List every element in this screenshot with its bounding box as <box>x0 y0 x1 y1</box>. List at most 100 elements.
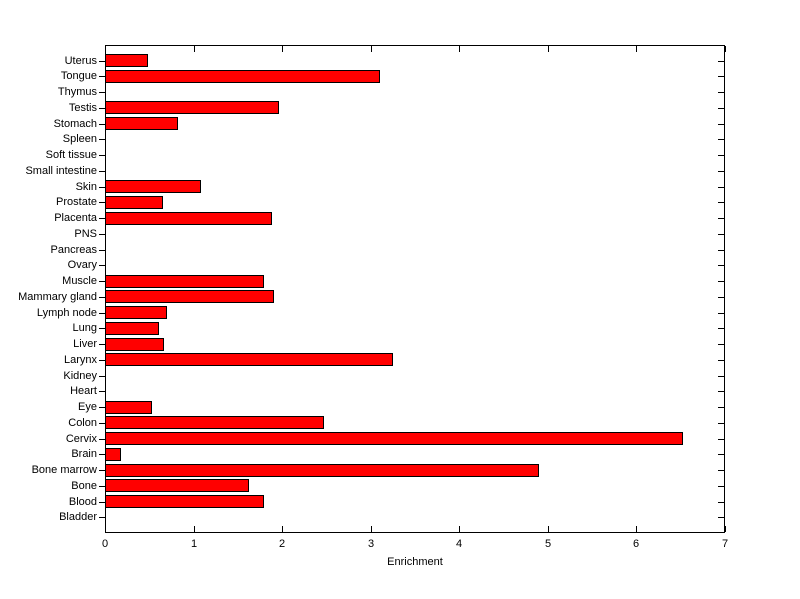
y-axis-tick <box>99 517 105 518</box>
y-axis-tick-right <box>718 234 724 235</box>
y-axis-tick-right <box>718 155 724 156</box>
bar <box>105 416 324 429</box>
x-axis-tick-bottom <box>282 526 283 532</box>
category-label: Liver <box>73 338 97 350</box>
x-axis-tick-bottom <box>105 526 106 532</box>
category-label: Colon <box>68 417 97 429</box>
y-axis-tick <box>99 61 105 62</box>
category-label: Skin <box>75 181 97 193</box>
x-axis-tick-label: 7 <box>721 538 729 550</box>
bar <box>105 54 148 67</box>
category-label: Pancreas <box>50 244 97 256</box>
category-label: Soft tissue <box>45 149 97 161</box>
y-axis-tick-right <box>718 407 724 408</box>
y-axis-tick-right <box>718 502 724 503</box>
y-axis-tick <box>99 454 105 455</box>
bar <box>105 117 178 130</box>
category-label: Uterus <box>64 55 97 67</box>
y-axis-tick-right <box>718 187 724 188</box>
category-label: Testis <box>68 102 97 114</box>
category-label: Bone <box>71 480 97 492</box>
category-label: Larynx <box>63 354 97 366</box>
category-label: Stomach <box>53 118 97 130</box>
y-axis-tick <box>99 202 105 203</box>
bar <box>105 464 539 477</box>
bar <box>105 180 201 193</box>
category-label: Mammary gland <box>18 291 97 303</box>
category-label: Lung <box>72 322 97 334</box>
y-axis-tick-right <box>718 218 724 219</box>
y-axis-tick <box>99 155 105 156</box>
x-axis-tick-top <box>636 46 637 52</box>
y-axis-tick-right <box>718 250 724 251</box>
x-axis-tick-bottom <box>548 526 549 532</box>
bar <box>105 70 380 83</box>
category-label: Cervix <box>65 433 97 445</box>
y-axis-tick <box>99 218 105 219</box>
y-axis-tick <box>99 108 105 109</box>
x-axis-tick-bottom <box>194 526 195 532</box>
x-axis-tick-label: 6 <box>632 538 640 550</box>
x-axis-tick-top <box>459 46 460 52</box>
x-axis-tick-top <box>371 46 372 52</box>
y-axis-tick <box>99 328 105 329</box>
y-axis-tick-right <box>718 517 724 518</box>
y-axis-tick <box>99 281 105 282</box>
bar <box>105 275 264 288</box>
category-label: Eye <box>78 401 97 413</box>
x-axis-tick-bottom <box>371 526 372 532</box>
category-label: PNS <box>74 228 97 240</box>
y-axis-tick <box>99 234 105 235</box>
y-axis-tick <box>99 265 105 266</box>
y-axis-tick-right <box>718 265 724 266</box>
category-label: Lymph node <box>36 307 97 319</box>
y-axis-tick-right <box>718 328 724 329</box>
category-label: Heart <box>70 385 97 397</box>
y-axis-tick <box>99 171 105 172</box>
y-axis-tick-right <box>718 423 724 424</box>
category-label: Prostate <box>56 196 97 208</box>
y-axis-tick <box>99 313 105 314</box>
x-axis-tick-label: 3 <box>367 538 375 550</box>
bar <box>105 432 683 445</box>
category-label: Kidney <box>63 370 97 382</box>
x-axis-tick-label: 5 <box>544 538 552 550</box>
y-axis-tick <box>99 297 105 298</box>
bar <box>105 322 159 335</box>
x-axis-tick-label: 1 <box>190 538 198 550</box>
y-axis-tick-right <box>718 391 724 392</box>
y-axis-tick-right <box>718 171 724 172</box>
x-axis-tick-bottom <box>725 526 726 532</box>
x-axis-title: Enrichment <box>387 556 443 568</box>
y-axis-tick-right <box>718 76 724 77</box>
y-axis-tick-right <box>718 470 724 471</box>
x-axis-tick-label: 4 <box>455 538 463 550</box>
bar <box>105 101 279 114</box>
bar <box>105 306 167 319</box>
y-axis-tick-right <box>718 486 724 487</box>
y-axis-tick-right <box>718 124 724 125</box>
plot-area <box>105 45 725 533</box>
y-axis-tick-right <box>718 344 724 345</box>
y-axis-tick <box>99 502 105 503</box>
y-axis-tick <box>99 250 105 251</box>
category-label: Thymus <box>57 86 97 98</box>
y-axis-tick-right <box>718 376 724 377</box>
x-axis-tick-bottom <box>459 526 460 532</box>
y-axis-tick <box>99 439 105 440</box>
category-label: Blood <box>68 496 97 508</box>
y-axis-tick <box>99 360 105 361</box>
x-axis-tick-top <box>725 46 726 52</box>
y-axis-tick <box>99 76 105 77</box>
y-axis-tick <box>99 376 105 377</box>
y-axis-tick <box>99 124 105 125</box>
bar <box>105 212 272 225</box>
y-axis-tick <box>99 344 105 345</box>
bar <box>105 338 164 351</box>
x-axis-tick-top <box>282 46 283 52</box>
y-axis-tick <box>99 187 105 188</box>
category-label: Muscle <box>62 275 97 287</box>
x-axis-tick-top <box>548 46 549 52</box>
bar <box>105 401 152 414</box>
